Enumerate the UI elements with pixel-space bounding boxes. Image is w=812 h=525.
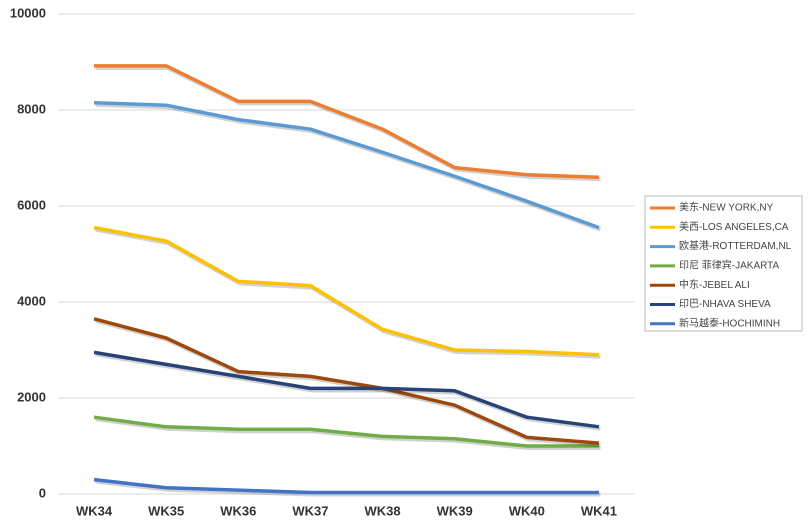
x-tick-label: WK39 (437, 503, 473, 518)
x-tick-label: WK34 (76, 503, 113, 518)
series-line (93, 225, 600, 357)
x-tick-label: WK36 (220, 503, 256, 518)
y-tick-label: 0 (39, 485, 46, 500)
series-line (94, 64, 599, 179)
legend-label: 印巴-NHAVA SHEVA (679, 298, 771, 310)
y-tick-label: 4000 (17, 293, 46, 308)
x-tick-label: WK41 (581, 503, 617, 518)
line-shadow (95, 417, 601, 450)
legend-label: 欧基港-ROTTERDAM,NL (679, 239, 792, 252)
line-shadow (95, 65, 601, 182)
legend-label: 美东-NEW YORK,NY (679, 201, 774, 214)
series-line (94, 101, 600, 230)
legend-label: 新马越泰-HOCHIMINH (679, 316, 780, 329)
x-tick-label: WK40 (509, 503, 545, 518)
legend-box (644, 195, 803, 332)
series-line (93, 415, 599, 448)
line-shadow (95, 227, 601, 359)
x-tick-label: WK38 (365, 503, 401, 518)
y-tick-label: 6000 (17, 197, 46, 212)
series-line (93, 317, 600, 445)
line-shadow (95, 102, 602, 232)
y-tick-label: 2000 (17, 389, 46, 404)
x-tick-label: WK35 (148, 503, 184, 518)
legend-label: 中东-JEBEL ALI (679, 278, 750, 291)
series-line (93, 350, 600, 429)
series-line (93, 477, 599, 495)
y-tick-label: 8000 (17, 101, 46, 116)
line-shadow (95, 479, 601, 497)
x-tick-label: WK37 (292, 503, 328, 518)
y-tick-label: 10000 (10, 5, 46, 20)
legend-label: 印尼 菲律宾-JAKARTA (679, 259, 780, 272)
legend-label: 美西-LOS ANGELES,CA (679, 220, 789, 233)
